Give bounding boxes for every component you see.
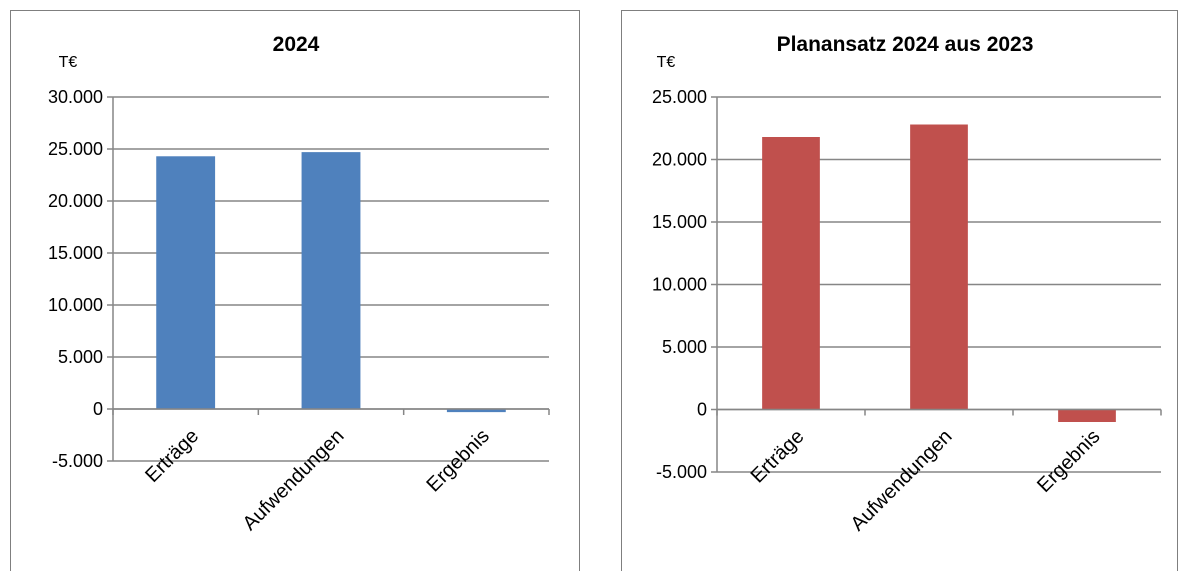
y-tick-label: 15.000 bbox=[652, 212, 707, 232]
bar-erträge bbox=[762, 137, 820, 410]
y-unit-label: T€ bbox=[59, 54, 78, 71]
y-tick-label: 10.000 bbox=[652, 275, 707, 295]
x-category-label: Erträge bbox=[747, 425, 809, 487]
bar-aufwendungen bbox=[301, 152, 361, 409]
y-tick-label: 25.000 bbox=[652, 87, 707, 107]
y-unit-label: T€ bbox=[657, 54, 676, 71]
y-tick-label: 30.000 bbox=[48, 87, 103, 107]
y-tick-label: 5.000 bbox=[662, 337, 707, 357]
y-tick-label: 20.000 bbox=[48, 191, 103, 211]
y-tick-label: 0 bbox=[93, 399, 103, 419]
bar-erträge bbox=[156, 156, 216, 409]
y-tick-label: 10.000 bbox=[48, 295, 103, 315]
chart-panel-2024: -5.000 0 5.000 10.000 15.000 20.000 25.000 30.0… bbox=[10, 10, 580, 571]
x-category-label: Aufwendungen bbox=[239, 425, 349, 535]
y-tick-label: 25.000 bbox=[48, 139, 103, 159]
chart-title: 2024 bbox=[273, 33, 320, 56]
y-tick-label: 5.000 bbox=[58, 347, 103, 367]
y-tick-label: 15.000 bbox=[48, 243, 103, 263]
bar-chart-planansatz: -5.000 0 5.000 10.000 15.000 20.000 25.000 Ertr… bbox=[652, 33, 1162, 535]
y-tick-label: 20.000 bbox=[652, 150, 707, 170]
x-category-label: Ergebnis bbox=[1033, 425, 1104, 496]
x-category-label: Aufwendungen bbox=[847, 425, 957, 535]
bar-aufwendungen bbox=[910, 124, 968, 410]
chart-title: Planansatz 2024 aus 2023 bbox=[777, 33, 1034, 56]
bar-ergebnis bbox=[1058, 409, 1116, 422]
y-tick-label: 0 bbox=[697, 400, 707, 420]
bar-ergebnis bbox=[446, 409, 506, 413]
x-category-label: Erträge bbox=[141, 425, 203, 487]
bar-chart-2024: -5.000 0 5.000 10.000 15.000 20.000 25.000 30.0… bbox=[48, 33, 550, 535]
chart-panel-planansatz: -5.000 0 5.000 10.000 15.000 20.000 25.000 Ertr… bbox=[621, 10, 1178, 571]
y-tick-label: -5.000 bbox=[656, 462, 707, 482]
y-tick-label: -5.000 bbox=[52, 451, 103, 471]
